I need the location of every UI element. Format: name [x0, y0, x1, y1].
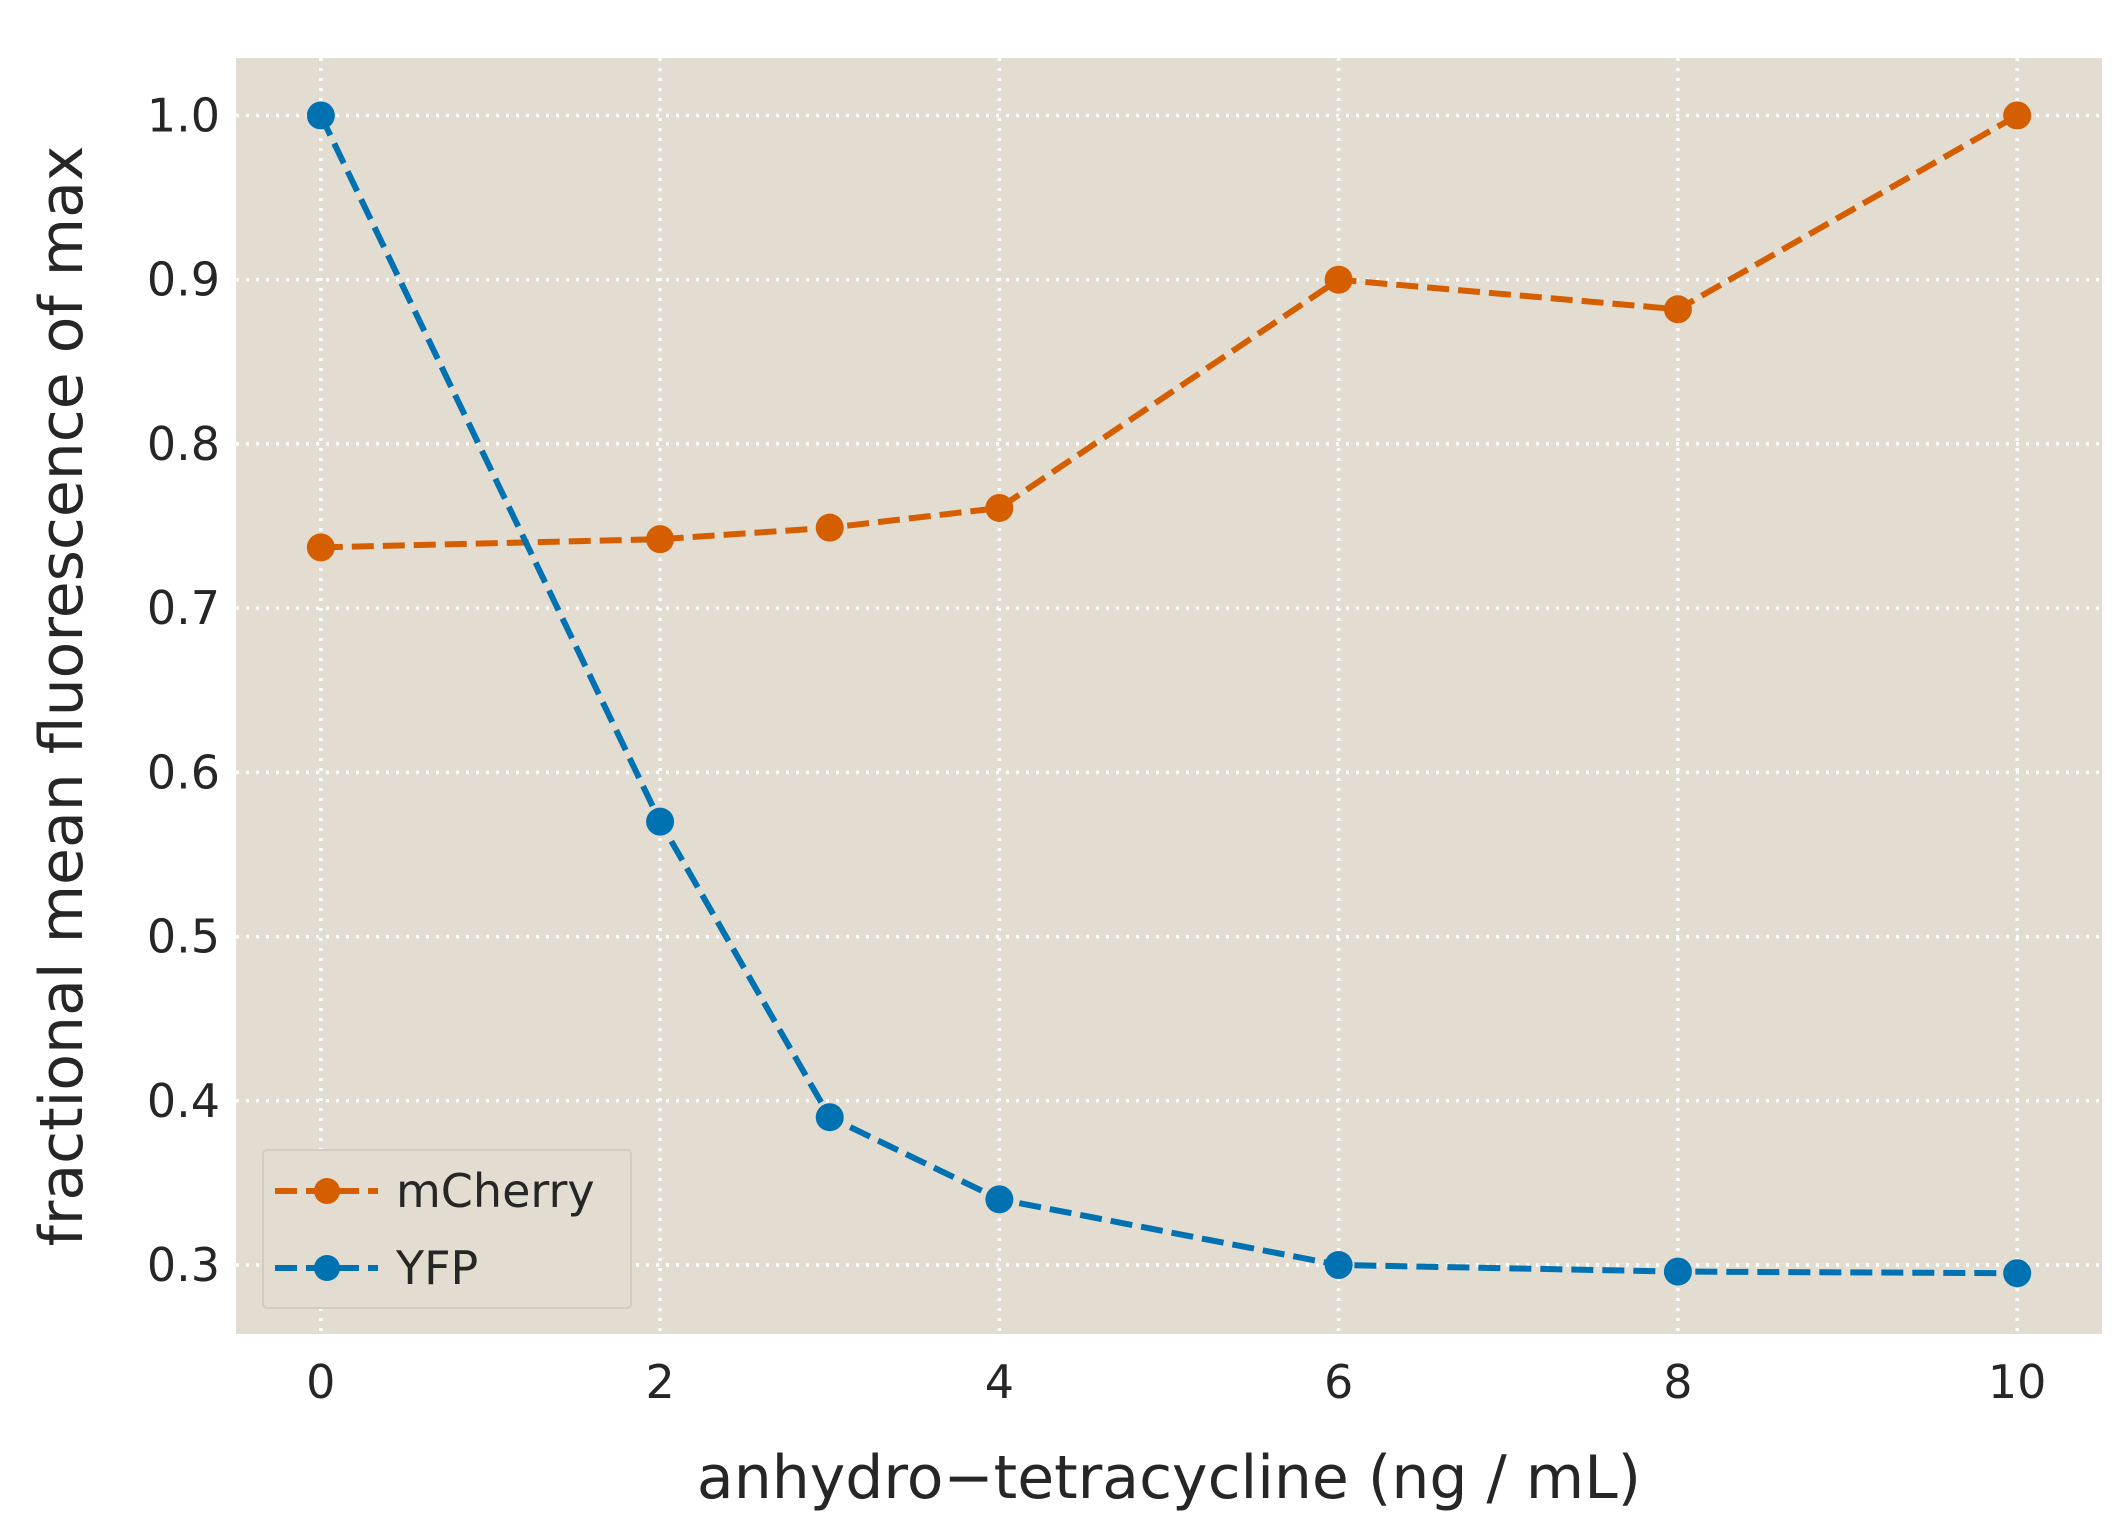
y-tick-label: 0.8 — [147, 417, 220, 471]
data-point-mcherry — [1663, 295, 1692, 324]
series-group — [306, 101, 2032, 1288]
x-tick-label: 8 — [1663, 1355, 1692, 1409]
data-point-yfp — [815, 1103, 844, 1132]
x-tick-label: 0 — [306, 1355, 335, 1409]
y-tick-label: 0.7 — [147, 581, 220, 635]
data-point-yfp — [1663, 1257, 1692, 1286]
legend-marker-mcherry — [314, 1178, 340, 1204]
data-point-mcherry — [1324, 265, 1353, 294]
legend-marker-yfp — [314, 1255, 340, 1281]
data-point-mcherry — [815, 513, 844, 542]
y-tick-label: 0.9 — [147, 253, 220, 307]
legend-label-yfp: YFP — [395, 1241, 478, 1295]
data-point-yfp — [2003, 1259, 2032, 1288]
legend: mCherry YFP — [262, 1149, 632, 1309]
data-point-yfp — [646, 807, 675, 836]
y-axis-label: fractional mean fluorescence of max — [27, 146, 97, 1247]
data-point-mcherry — [306, 533, 335, 562]
y-tick-label: 0.5 — [147, 910, 220, 964]
data-point-yfp — [985, 1185, 1014, 1214]
data-point-mcherry — [985, 493, 1014, 522]
data-point-mcherry — [2003, 101, 2032, 130]
data-point-mcherry — [646, 525, 675, 554]
y-axis-ticks: 0.3 0.4 0.5 0.6 0.7 0.8 0.9 1.0 — [147, 88, 220, 1292]
series-mcherry — [306, 101, 2032, 562]
x-axis-label: anhydro−tetracycline (ng / mL) — [697, 1443, 1641, 1513]
y-tick-label: 0.3 — [147, 1238, 220, 1292]
data-point-yfp — [306, 101, 335, 130]
legend-label-mcherry: mCherry — [396, 1164, 595, 1218]
y-tick-label: 1.0 — [147, 88, 220, 142]
x-tick-label: 4 — [985, 1355, 1014, 1409]
data-point-yfp — [1324, 1251, 1353, 1280]
y-tick-label: 0.6 — [147, 745, 220, 799]
series-yfp — [306, 101, 2032, 1288]
x-tick-label: 2 — [645, 1355, 674, 1409]
plot-area — [236, 58, 2102, 1334]
x-tick-label: 6 — [1324, 1355, 1353, 1409]
x-axis-ticks: 0 2 4 6 8 10 — [306, 1355, 2046, 1409]
y-tick-label: 0.4 — [147, 1074, 220, 1128]
x-tick-label: 10 — [1988, 1355, 2047, 1409]
